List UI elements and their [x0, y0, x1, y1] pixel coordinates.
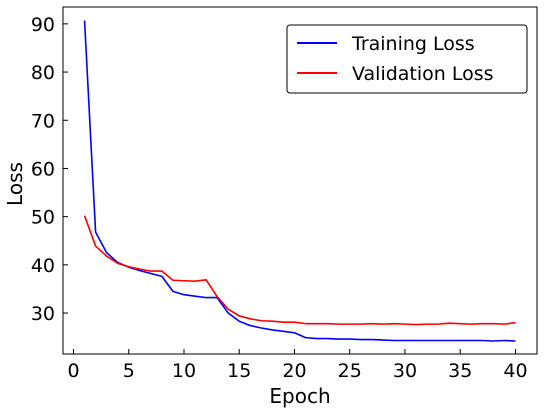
y-tick-label-40: 40: [31, 255, 55, 277]
x-tick-label-25: 25: [338, 360, 362, 382]
x-tick-label-0: 0: [67, 360, 79, 382]
legend-frame: [286, 24, 528, 94]
x-tick-label-20: 20: [282, 360, 306, 382]
x-tick-label-30: 30: [393, 360, 417, 382]
legend-label-training: Training Loss: [351, 33, 475, 55]
x-tick-label-10: 10: [172, 360, 196, 382]
plot-frame: [62, 6, 538, 355]
series-line-training-loss: [83, 20, 516, 342]
x-tick-label-40: 40: [503, 360, 527, 382]
y-tick-label-60: 60: [31, 158, 55, 180]
x-tick-label-15: 15: [227, 360, 251, 382]
plot-area: 0 5 10 15 20 25 30 35 40 30 40 50 60 70 80 90: [31, 6, 538, 382]
y-axis-title: Loss: [3, 162, 27, 206]
series-line-validation-loss: [83, 215, 516, 326]
x-tick-label-5: 5: [123, 360, 135, 382]
y-tick-label-90: 90: [31, 14, 55, 36]
y-tick-label-80: 80: [31, 62, 55, 84]
legend: Training Loss Validation Loss: [286, 24, 528, 94]
y-tick-label-50: 50: [31, 207, 55, 229]
y-tick-label-30: 30: [31, 303, 55, 325]
legend-label-validation: Validation Loss: [352, 63, 494, 85]
x-axis-title: Epoch: [269, 384, 330, 408]
y-tick-label-70: 70: [31, 110, 55, 132]
x-tick-label-35: 35: [448, 360, 472, 382]
